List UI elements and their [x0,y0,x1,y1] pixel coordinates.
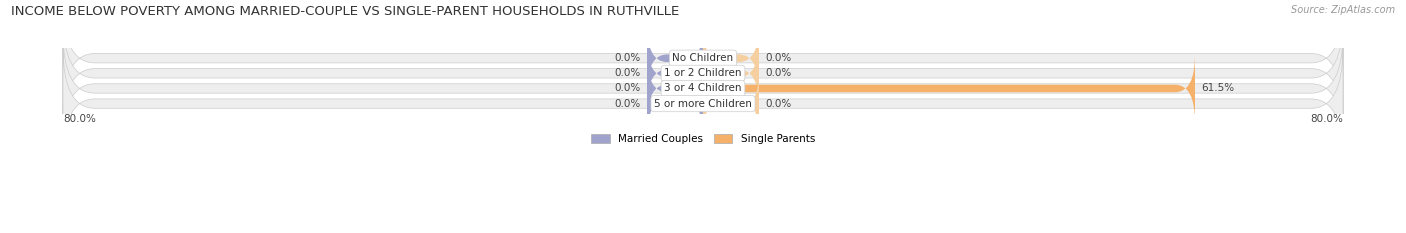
Text: 0.0%: 0.0% [765,68,792,78]
FancyBboxPatch shape [63,2,1343,114]
Text: 80.0%: 80.0% [63,114,96,124]
Text: 0.0%: 0.0% [765,99,792,109]
Text: 80.0%: 80.0% [1310,114,1343,124]
Text: 61.5%: 61.5% [1201,83,1234,93]
Text: 5 or more Children: 5 or more Children [654,99,752,109]
FancyBboxPatch shape [647,70,703,138]
Text: 1 or 2 Children: 1 or 2 Children [664,68,742,78]
Text: Source: ZipAtlas.com: Source: ZipAtlas.com [1291,5,1395,15]
FancyBboxPatch shape [703,24,759,92]
Text: 0.0%: 0.0% [765,53,792,63]
FancyBboxPatch shape [647,24,703,92]
FancyBboxPatch shape [703,39,759,107]
Text: 3 or 4 Children: 3 or 4 Children [664,83,742,93]
Text: INCOME BELOW POVERTY AMONG MARRIED-COUPLE VS SINGLE-PARENT HOUSEHOLDS IN RUTHVIL: INCOME BELOW POVERTY AMONG MARRIED-COUPL… [11,5,679,18]
Text: 0.0%: 0.0% [614,99,641,109]
FancyBboxPatch shape [63,48,1343,159]
Text: 0.0%: 0.0% [614,53,641,63]
FancyBboxPatch shape [647,39,703,107]
Text: 0.0%: 0.0% [614,68,641,78]
FancyBboxPatch shape [63,33,1343,144]
Text: 0.0%: 0.0% [614,83,641,93]
Text: No Children: No Children [672,53,734,63]
FancyBboxPatch shape [703,55,1195,123]
FancyBboxPatch shape [647,55,703,123]
FancyBboxPatch shape [703,70,759,138]
Legend: Married Couples, Single Parents: Married Couples, Single Parents [586,130,820,148]
FancyBboxPatch shape [63,17,1343,129]
